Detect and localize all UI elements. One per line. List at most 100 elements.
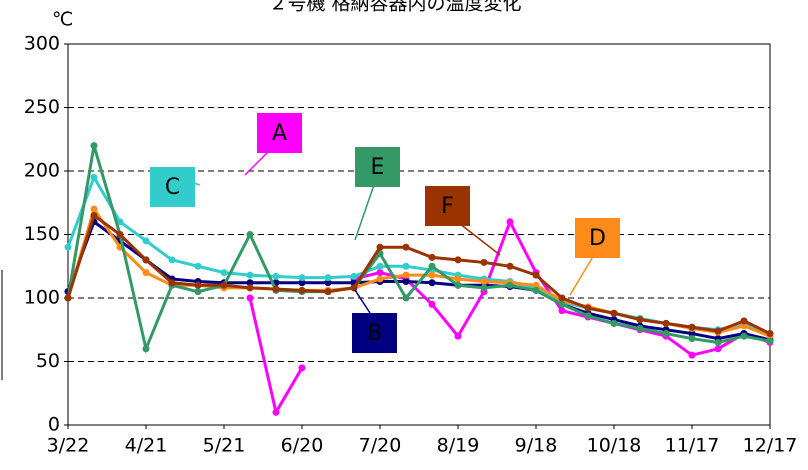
x-tick-label: 8/19 [437,435,480,457]
point [688,335,696,343]
point [272,285,280,293]
point [142,345,150,353]
point [90,142,98,150]
x-tick-label: 6/20 [281,435,324,457]
series-line [66,205,771,338]
point [454,332,462,340]
point [688,330,696,338]
callout-box [150,167,195,207]
point [220,269,228,277]
legend-label: F [441,194,454,219]
point [454,275,462,283]
point [298,286,306,294]
point [402,243,410,251]
point [298,279,306,287]
point [714,345,722,353]
chart-title: ２号機 格納容器内の温度変化 [268,0,521,15]
point [246,294,254,302]
legend-label: A [272,121,287,146]
point [766,337,774,345]
point [142,237,150,245]
point [480,258,488,266]
y-tick-label: 250 [24,96,60,118]
point [532,286,540,294]
point [558,307,566,315]
point [662,330,670,338]
callout-box [575,218,620,258]
point [90,211,98,219]
point [610,309,618,317]
callout-leader [354,181,376,241]
point [506,218,514,226]
point [480,277,488,285]
y-tick-label: 150 [24,223,60,245]
point [402,277,410,285]
point [298,274,306,282]
point [298,364,306,372]
point [168,279,176,287]
x-tick-label: 10/18 [587,435,642,457]
point [376,275,384,283]
point [376,243,384,251]
x-tick-label: 3/22 [47,435,90,457]
callout-leader [354,289,371,314]
point [428,253,436,261]
point [194,262,202,270]
x-tick-label: 9/18 [515,435,558,457]
point [220,281,228,289]
x-tick-label: 7/20 [359,435,402,457]
point [246,231,254,238]
point [246,279,254,287]
series-line [66,145,771,354]
point [532,281,540,289]
point [350,284,358,292]
point [428,279,436,287]
point [584,312,592,320]
legend-label: D [589,226,606,251]
point [194,288,202,296]
point [142,256,150,264]
y-tick-label: 100 [24,287,60,309]
point [766,330,774,338]
y-tick-label: 50 [36,350,60,372]
point [740,322,748,330]
x-tick-label: 11/17 [665,435,720,457]
point [168,256,176,264]
point [662,319,670,327]
point [506,262,514,270]
point [142,269,150,277]
callout-leader [244,149,271,176]
point [610,319,618,327]
point [714,327,722,335]
callout-box [257,113,302,153]
point [272,408,280,416]
legend-label: B [367,321,382,346]
point [324,274,332,282]
point [402,294,410,302]
callout-box [352,313,397,353]
point [246,284,254,292]
y-tick-label: 200 [24,160,60,182]
point [740,317,748,325]
point [376,269,384,277]
point [64,294,72,302]
point [272,272,280,280]
point [116,231,124,238]
series-line [66,213,771,335]
point [558,300,566,308]
point [428,271,436,279]
point [558,294,566,302]
x-tick-label: 5/21 [203,435,246,457]
y-tick-label: 300 [24,33,60,55]
point [454,256,462,264]
series-line [248,218,771,417]
point [90,173,98,181]
point [402,262,410,270]
point [324,279,332,287]
point [740,332,748,340]
point [428,300,436,308]
point [688,351,696,359]
legend-label: C [165,175,180,200]
y-unit: ℃ [52,9,73,31]
